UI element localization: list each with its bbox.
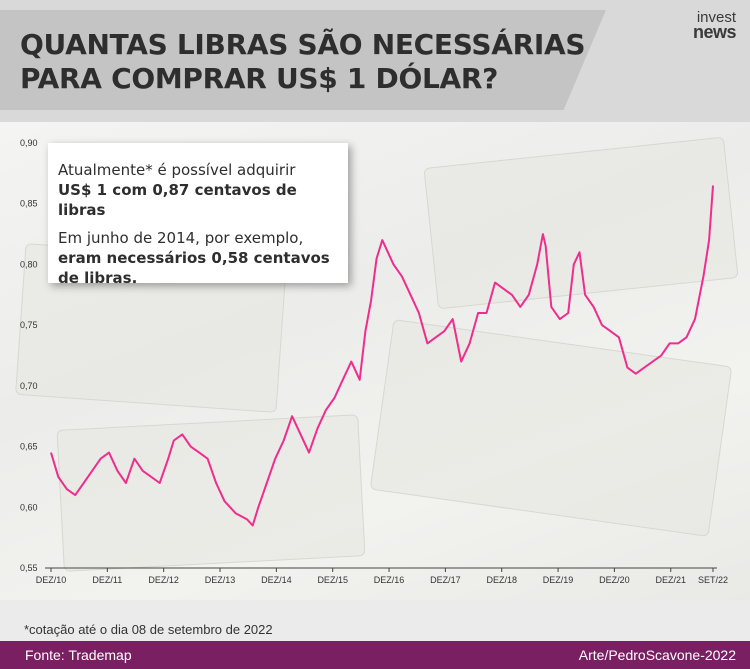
logo-line-1: invest [696,9,736,26]
x-tick-label: DEZ/12 [148,575,179,585]
x-tick-label: DEZ/13 [205,575,236,585]
x-tick-label: DEZ/20 [599,575,630,585]
title-line-1: QUANTAS LIBRAS SÃO NECESSÁRIAS [20,28,586,61]
y-tick-label: 0,55 [20,563,38,573]
x-tick-label: DEZ/11 [92,575,122,585]
header-panel [0,10,606,110]
x-axis: DEZ/10 DEZ/11 DEZ/12 DEZ/13 DEZ/14 DEZ/15 DEZ/… [36,567,728,585]
callout-line-4: eram necessários 0,58 centavos [58,249,330,267]
callout-box: Atualmente* é possível adquirir US$ 1 co… [48,143,348,287]
x-tick-label: DEZ/17 [430,575,461,585]
series-line-gbp-per-usd [50,185,714,527]
y-axis: 0,55 0,60 0,65 0,70 0,75 0,80 0,85 0,90 [20,138,38,573]
y-tick-label: 0,85 [20,199,38,209]
callout-line-2: US$ 1 com 0,87 centavos de libras [58,181,297,219]
y-tick-label: 0,90 [20,138,38,148]
y-tick-label: 0,75 [20,320,38,330]
y-tick-label: 0,60 [20,502,38,512]
x-tick-label: DEZ/18 [486,575,517,585]
y-tick-label: 0,80 [20,259,38,269]
x-tick-label: DEZ/16 [374,575,405,585]
exchange-rate-chart: 0,550,600,650,700,750,800,850,90 DEZ/10 D… [20,138,728,585]
footer-bar: Fonte: Trademap Arte/PedroScavone-2022 [0,641,750,669]
callout-line-1: Atualmente* é possível adquirir [58,161,296,179]
title-line-2: PARA COMPRAR US$ 1 DÓLAR? [20,62,499,95]
x-tick-label: SET/22 [698,575,728,585]
logo-line-2: news [692,22,737,42]
callout-line-3: Em junho de 2014, por exemplo, [58,229,304,247]
x-tick-label: DEZ/21 [655,575,686,585]
source-label: Fonte: Trademap [25,647,132,663]
y-tick-label: 0,70 [20,381,38,391]
x-tick-label: DEZ/19 [543,575,574,585]
x-tick-label: DEZ/10 [36,575,67,585]
callout-line-5: de libras. [58,269,138,287]
x-tick-label: DEZ/14 [261,575,292,585]
y-tick-label: 0,65 [20,442,38,452]
footnote: *cotação até o dia 08 de setembro de 202… [24,622,273,637]
page-title: QUANTAS LIBRAS SÃO NECESSÁRIAS PARA COMP… [20,28,600,96]
credit-label: Arte/PedroScavone-2022 [578,647,736,663]
x-tick-label: DEZ/15 [317,575,348,585]
investnews-logo: invest news [666,9,737,42]
